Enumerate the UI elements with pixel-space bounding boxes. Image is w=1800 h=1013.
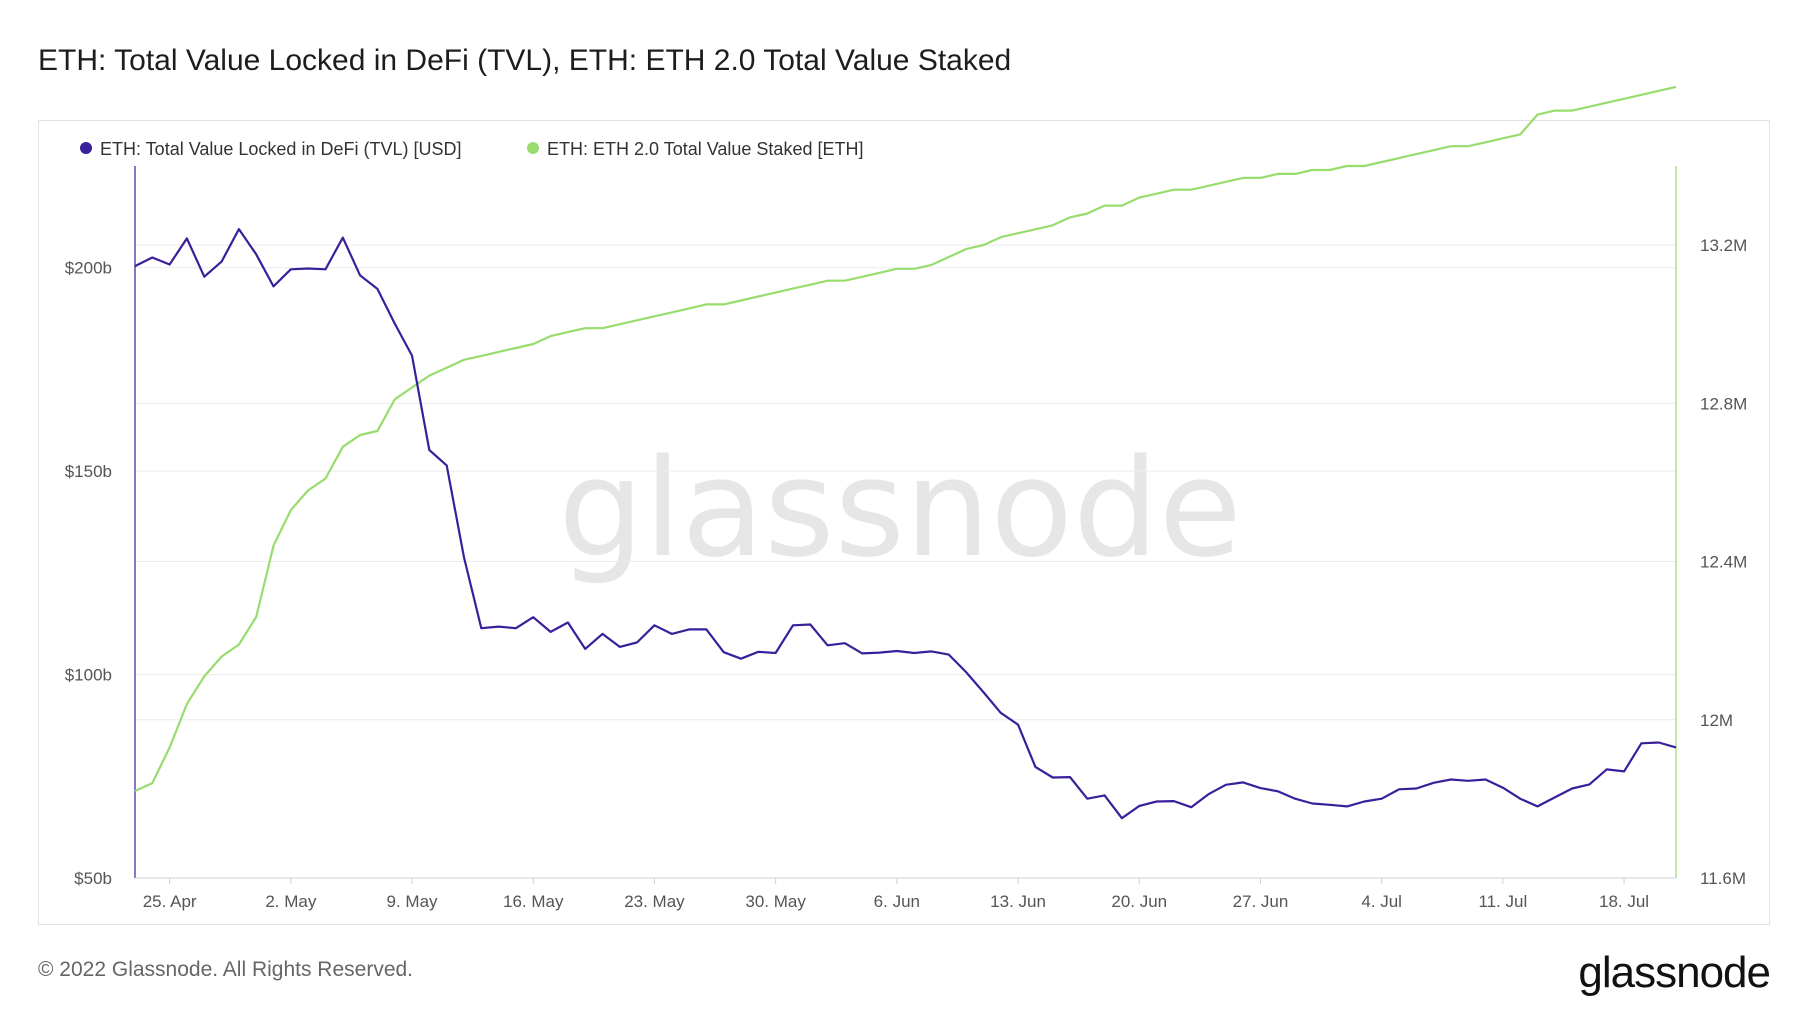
y-left-tick-label: $50b bbox=[74, 869, 112, 888]
y-right-tick-label: 13.2M bbox=[1700, 236, 1747, 255]
copyright-text: © 2022 Glassnode. All Rights Reserved. bbox=[38, 958, 414, 981]
y-left-tick-label: $150b bbox=[65, 462, 112, 481]
series-lines bbox=[134, 85, 1677, 820]
y-right-tick-label: 12.8M bbox=[1700, 394, 1747, 413]
y-right-tick-label: 12.4M bbox=[1700, 553, 1747, 572]
gridlines bbox=[135, 244, 1676, 879]
glassnode-logo[interactable]: glassnode bbox=[1578, 948, 1771, 997]
series-line-staked bbox=[134, 85, 1677, 793]
chart-panel bbox=[38, 120, 1770, 925]
x-tick-label: 16. May bbox=[503, 892, 564, 911]
y-right-tick-label: 11.6M bbox=[1700, 869, 1746, 888]
x-tick-label: 4. Jul bbox=[1361, 892, 1402, 911]
x-tick-label: 9. May bbox=[387, 892, 439, 911]
x-tick-label: 20. Jun bbox=[1111, 892, 1167, 911]
right-y-axis-ticks: 11.6M 12M 12.4M 12.8M 13.2M bbox=[1700, 236, 1747, 888]
legend-marker-tvl bbox=[80, 142, 92, 154]
legend-label-staked: ETH: ETH 2.0 Total Value Staked [ETH] bbox=[547, 139, 863, 159]
legend-marker-staked bbox=[527, 142, 539, 154]
x-tick-label: 2. May bbox=[265, 892, 317, 911]
legend-item-staked[interactable]: ETH: ETH 2.0 Total Value Staked [ETH] bbox=[527, 139, 863, 159]
series-line-tvl bbox=[134, 228, 1677, 820]
y-right-tick-label: 12M bbox=[1700, 711, 1733, 730]
legend-label-tvl: ETH: Total Value Locked in DeFi (TVL) [U… bbox=[100, 139, 461, 159]
y-left-tick-label: $100b bbox=[65, 666, 112, 685]
axes bbox=[134, 166, 1677, 879]
x-tick-label: 11. Jul bbox=[1478, 892, 1527, 911]
x-tick-label: 30. May bbox=[745, 892, 806, 911]
x-tick-label: 25. Apr bbox=[143, 892, 197, 911]
x-tick-label: 18. Jul bbox=[1599, 892, 1649, 911]
watermark-logo: glassnode bbox=[558, 430, 1242, 587]
chart-title: ETH: Total Value Locked in DeFi (TVL), E… bbox=[38, 44, 1012, 77]
x-tick-label: 6. Jun bbox=[874, 892, 920, 911]
x-axis-ticks: 25. Apr 2. May 9. May 16. May 23. May 30. May… bbox=[143, 878, 1649, 911]
legend-item-tvl[interactable]: ETH: Total Value Locked in DeFi (TVL) [U… bbox=[80, 139, 461, 159]
left-y-axis-ticks: $50b $100b $150b $200b bbox=[65, 259, 112, 888]
legend: ETH: Total Value Locked in DeFi (TVL) [U… bbox=[80, 139, 863, 159]
x-tick-label: 13. Jun bbox=[990, 892, 1046, 911]
x-tick-label: 23. May bbox=[624, 892, 685, 911]
y-left-tick-label: $200b bbox=[65, 259, 112, 278]
x-tick-label: 27. Jun bbox=[1233, 892, 1289, 911]
